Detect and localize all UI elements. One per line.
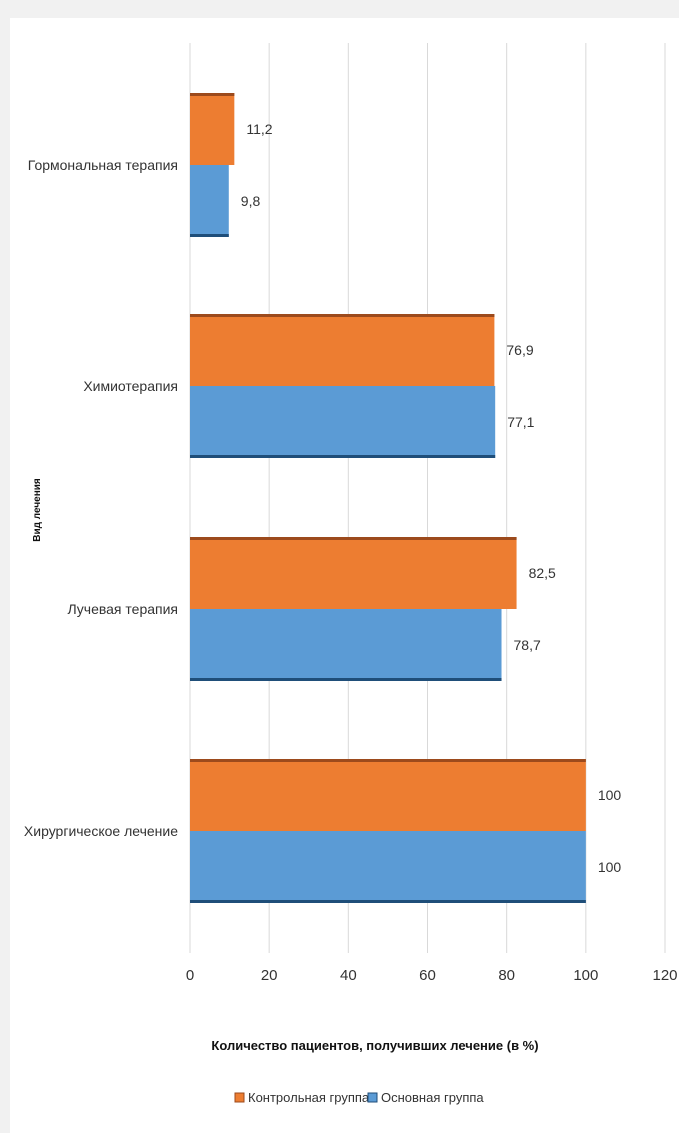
category-label: Гормональная терапия <box>28 157 178 173</box>
bar-control-group <box>190 537 517 609</box>
legend-label-main: Основная группа <box>381 1090 484 1105</box>
chart-card: 0 20 40 60 80 100 120 11,2 9,8 Гормональная терап… <box>10 18 679 1133</box>
legend-label-control: Контрольная группа <box>248 1090 370 1105</box>
bar-control-group <box>190 314 495 386</box>
data-label-control: 76,9 <box>506 342 533 358</box>
x-tick-label: 20 <box>261 967 278 984</box>
data-label-main: 100 <box>598 859 622 875</box>
bar-main-group <box>190 831 586 903</box>
bar-main-edge <box>190 900 586 903</box>
data-label-control: 11,2 <box>246 121 272 137</box>
x-tick-label: 120 <box>652 967 677 984</box>
bar-main-group <box>190 386 496 458</box>
x-tick-label: 0 <box>186 967 194 984</box>
category-label: Лучевая терапия <box>67 601 178 617</box>
x-tick-label: 100 <box>573 967 598 984</box>
data-label-main: 78,7 <box>514 637 541 653</box>
x-axis-title: Количество пациентов, получивших лечение… <box>211 1038 538 1053</box>
category-label: Хирургическое лечение <box>24 823 178 839</box>
x-tick-label: 80 <box>498 967 515 984</box>
bar-control-edge <box>190 759 586 762</box>
bar-main-group <box>190 165 229 237</box>
data-label-main: 9,8 <box>241 193 261 209</box>
data-label-control: 82,5 <box>529 565 556 581</box>
bar-main-edge <box>190 234 229 237</box>
bar-chart: 0 20 40 60 80 100 120 11,2 9,8 Гормональная терап… <box>24 43 678 1105</box>
bar-control-edge <box>190 314 495 317</box>
x-tick-label: 40 <box>340 967 357 984</box>
y-axis-title: Вид лечения <box>32 478 43 542</box>
bar-main-group <box>190 609 502 681</box>
bar-control-group <box>190 93 235 165</box>
category-label: Химиотерапия <box>83 378 178 394</box>
bar-control-edge <box>190 93 235 96</box>
legend-swatch-main <box>367 1092 378 1103</box>
bar-control-group <box>190 759 586 831</box>
legend-swatch-control <box>234 1092 245 1103</box>
bar-main-edge <box>190 678 502 681</box>
bar-main-edge <box>190 455 496 458</box>
bar-control-edge <box>190 537 517 540</box>
data-label-main: 77,1 <box>507 414 534 430</box>
data-label-control: 100 <box>598 787 622 803</box>
x-tick-label: 60 <box>419 967 436 984</box>
